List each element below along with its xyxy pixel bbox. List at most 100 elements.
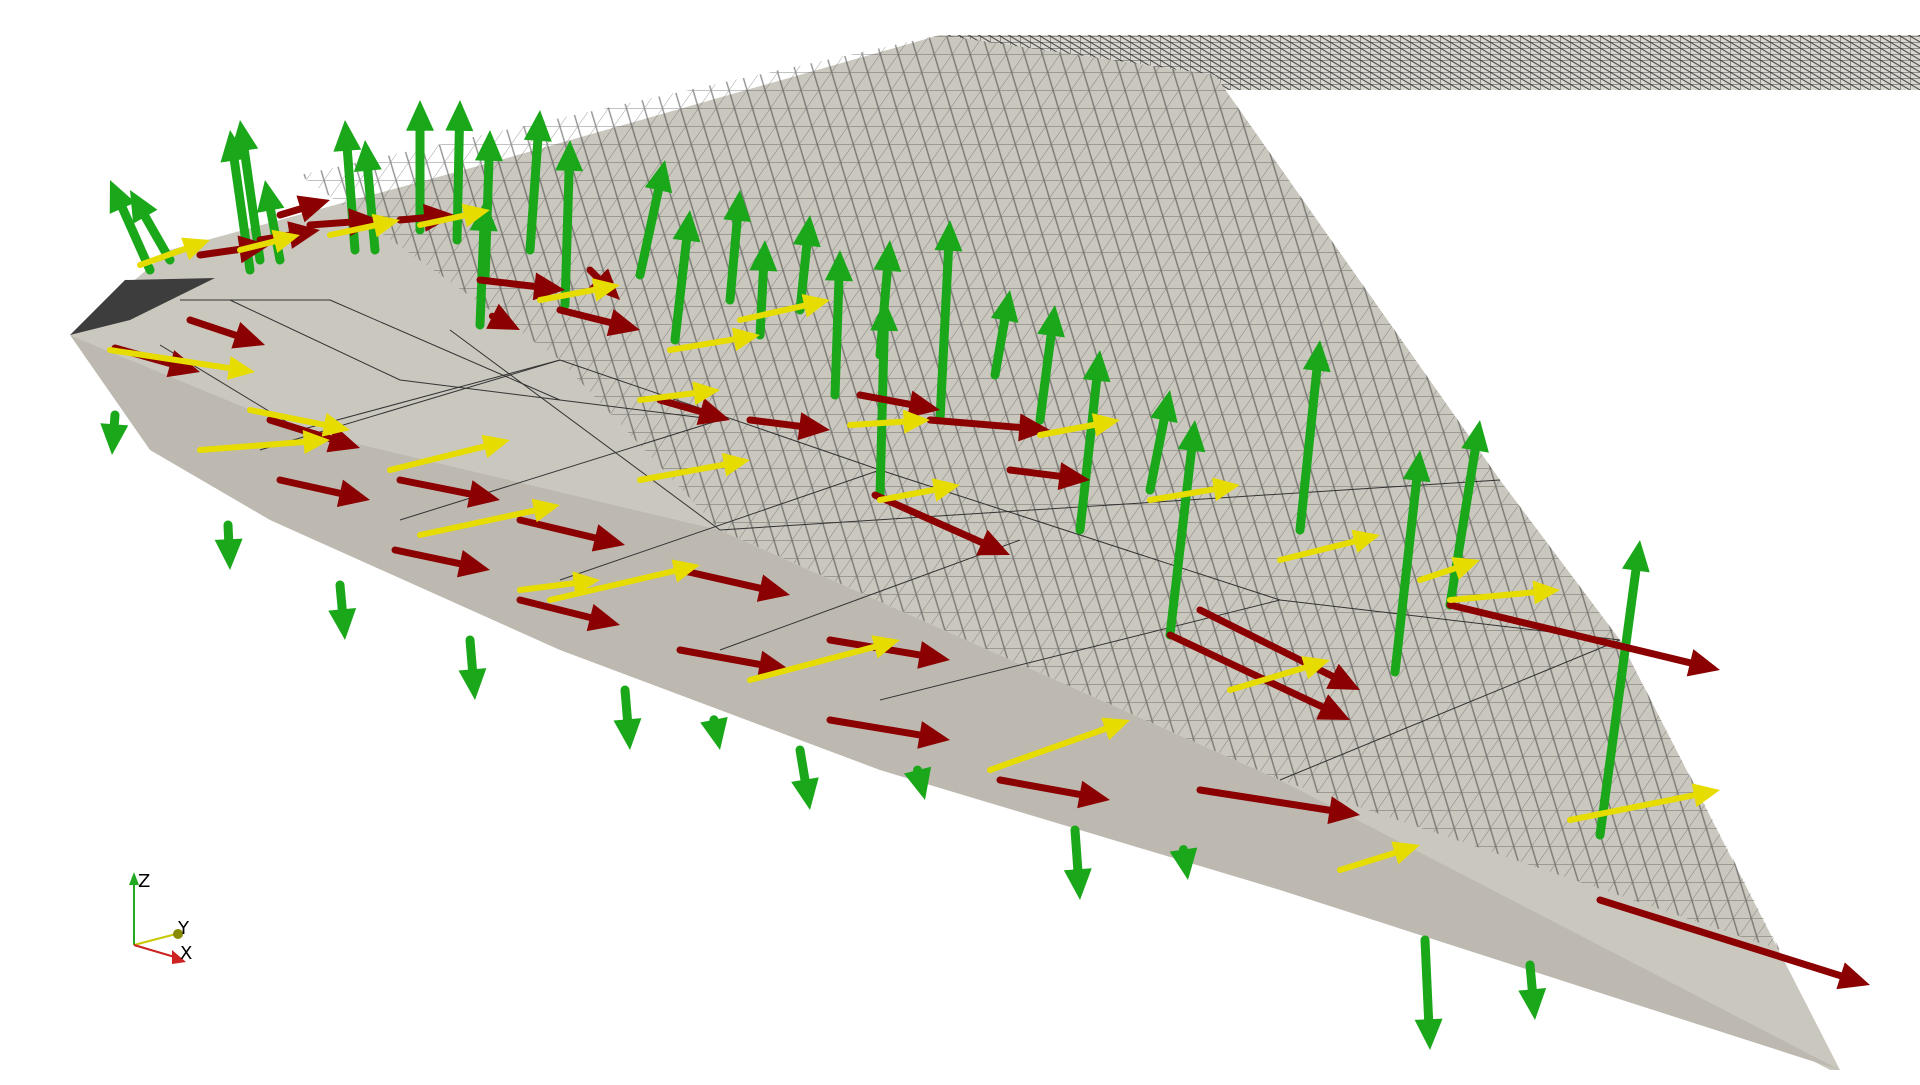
normal-glyph-down-head bbox=[214, 538, 243, 570]
tangent-v-glyph-shaft bbox=[537, 286, 598, 303]
tangent-u-glyph-shaft bbox=[516, 596, 594, 622]
normal-glyph-down-shaft bbox=[620, 685, 632, 724]
normal-glyph-down-shaft bbox=[1070, 825, 1083, 874]
mesh-edge-lines bbox=[159, 299, 1621, 781]
tangent-v-glyph bbox=[417, 498, 560, 538]
normal-glyph-up-shaft bbox=[560, 166, 574, 310]
tangent-u-glyph bbox=[276, 476, 370, 507]
tangent-u-glyph-head bbox=[296, 195, 330, 223]
normal-glyph-up-shaft bbox=[1445, 445, 1480, 610]
normal-glyph-down-head bbox=[1518, 988, 1547, 1020]
normal-glyph-up-head bbox=[333, 120, 362, 152]
normal-glyph-down-head bbox=[458, 668, 487, 700]
tangent-v-glyph-shaft bbox=[747, 643, 878, 683]
normal-glyph-up-shaft bbox=[1390, 476, 1422, 677]
tangent-v-glyph bbox=[847, 409, 930, 434]
normal-glyph-up-shaft bbox=[452, 126, 464, 245]
tangent-u-glyph-head bbox=[976, 529, 1010, 556]
tangent-u-glyph bbox=[926, 413, 1050, 442]
mesh-edge bbox=[1279, 639, 1621, 781]
tangent-v-glyph bbox=[747, 635, 900, 683]
tangent-u-glyph-shaft bbox=[306, 218, 353, 229]
tangent-u-glyph-shaft bbox=[396, 476, 474, 498]
tangent-v-glyph-head bbox=[271, 229, 300, 254]
normal-glyph-up-shaft bbox=[1075, 376, 1102, 535]
normal-glyph-down bbox=[328, 580, 357, 640]
tangent-v-glyph bbox=[1567, 783, 1720, 823]
normal-glyph-up bbox=[1145, 390, 1178, 495]
tangent-v-glyph-shaft bbox=[637, 390, 697, 403]
tangent-v-glyph-head bbox=[572, 571, 600, 596]
normal-glyph-down-head bbox=[613, 718, 642, 750]
z-axis-label: Z bbox=[138, 871, 150, 892]
tangent-u-glyph-shaft bbox=[996, 776, 1084, 798]
normal-glyph-down-head bbox=[100, 423, 129, 455]
normal-glyph-up-shaft bbox=[795, 241, 812, 315]
normal-glyph-up-shaft bbox=[1595, 566, 1641, 840]
normal-glyph-up-shaft bbox=[363, 166, 380, 255]
tangent-v-glyph bbox=[1147, 477, 1240, 503]
tangent-v-glyph-head bbox=[302, 430, 330, 454]
normal-glyph-down-shaft bbox=[109, 410, 120, 429]
tangent-u-glyph-head bbox=[917, 641, 950, 669]
normal-glyph-up-head bbox=[445, 100, 474, 132]
normal-glyph-down bbox=[1518, 960, 1547, 1020]
tangent-v-glyph-head bbox=[1301, 656, 1330, 680]
normal-glyph-up-shaft bbox=[875, 326, 889, 500]
normal-glyph-up-head bbox=[1302, 340, 1331, 373]
normal-glyph-up-shaft bbox=[1035, 331, 1056, 425]
normal-glyph-up-head bbox=[824, 250, 853, 282]
tangent-v-glyph-head bbox=[481, 434, 510, 459]
tangent-v-glyph bbox=[327, 213, 400, 238]
tangent-v-glyph bbox=[237, 229, 300, 254]
normal-glyph-down bbox=[1169, 845, 1198, 880]
normal-glyph-down-head bbox=[903, 766, 932, 800]
normal-glyph-up-head bbox=[934, 220, 963, 252]
tangent-v-glyph-head bbox=[692, 381, 720, 406]
normal-glyph-down bbox=[791, 745, 819, 810]
normal-glyph-up bbox=[445, 100, 474, 245]
normal-glyph-up-shaft bbox=[1165, 446, 1196, 640]
normal-glyph-up-head bbox=[1150, 390, 1178, 423]
y-axis-line bbox=[133, 933, 177, 946]
normal-glyph-up-head bbox=[474, 130, 503, 162]
tangent-u-glyph bbox=[476, 272, 565, 301]
normal-glyph-down-head bbox=[1169, 847, 1198, 880]
tangent-u-glyph-shaft bbox=[826, 716, 924, 739]
tangent-u-glyph bbox=[1196, 786, 1360, 825]
normal-glyph-down-head bbox=[700, 717, 728, 750]
normal-glyph-down-shaft bbox=[335, 580, 347, 614]
normal-glyph-up-head bbox=[230, 120, 259, 153]
normal-glyph-down bbox=[613, 685, 642, 750]
tangent-u-glyph-shaft bbox=[196, 245, 244, 259]
tangent-v-glyph-head bbox=[1091, 413, 1120, 437]
tangent-u-glyph-head bbox=[486, 303, 520, 330]
tangent-v-glyph-shaft bbox=[1447, 589, 1537, 603]
tangent-u-glyph-shaft bbox=[391, 546, 464, 568]
normal-glyph-up-shaft bbox=[990, 315, 1010, 380]
tangent-v-glyph-head bbox=[721, 452, 750, 477]
tangent-u-glyph-shaft bbox=[1446, 601, 1694, 667]
normal-glyph-down-shaft bbox=[465, 635, 477, 674]
tangent-v-glyph-shaft bbox=[417, 212, 468, 228]
tangent-u-glyph-head bbox=[231, 321, 265, 349]
tangent-v-glyph-head bbox=[531, 498, 560, 523]
tangent-u-glyph-head bbox=[1057, 462, 1090, 491]
normal-glyph-down bbox=[700, 715, 728, 750]
orientation-axes-widget[interactable]: Z Y X bbox=[129, 871, 192, 964]
y-axis-arrowhead bbox=[173, 929, 183, 939]
tangent-v-glyph-shaft bbox=[247, 407, 328, 428]
normal-glyph-down bbox=[458, 635, 487, 700]
tangent-v-glyph-head bbox=[1391, 841, 1420, 865]
tangent-v-glyph-shaft bbox=[637, 461, 728, 483]
mesh-edge bbox=[399, 379, 561, 401]
tangent-u-glyph-shaft bbox=[266, 416, 335, 443]
x-axis-label: X bbox=[180, 943, 192, 964]
normal-glyph-down bbox=[100, 410, 129, 455]
tangent-v-glyph-head bbox=[931, 478, 960, 502]
tangent-u-glyph-shaft bbox=[516, 516, 599, 542]
tangent-v-glyph-shaft bbox=[327, 222, 378, 238]
y-axis-label: Y bbox=[177, 918, 190, 939]
